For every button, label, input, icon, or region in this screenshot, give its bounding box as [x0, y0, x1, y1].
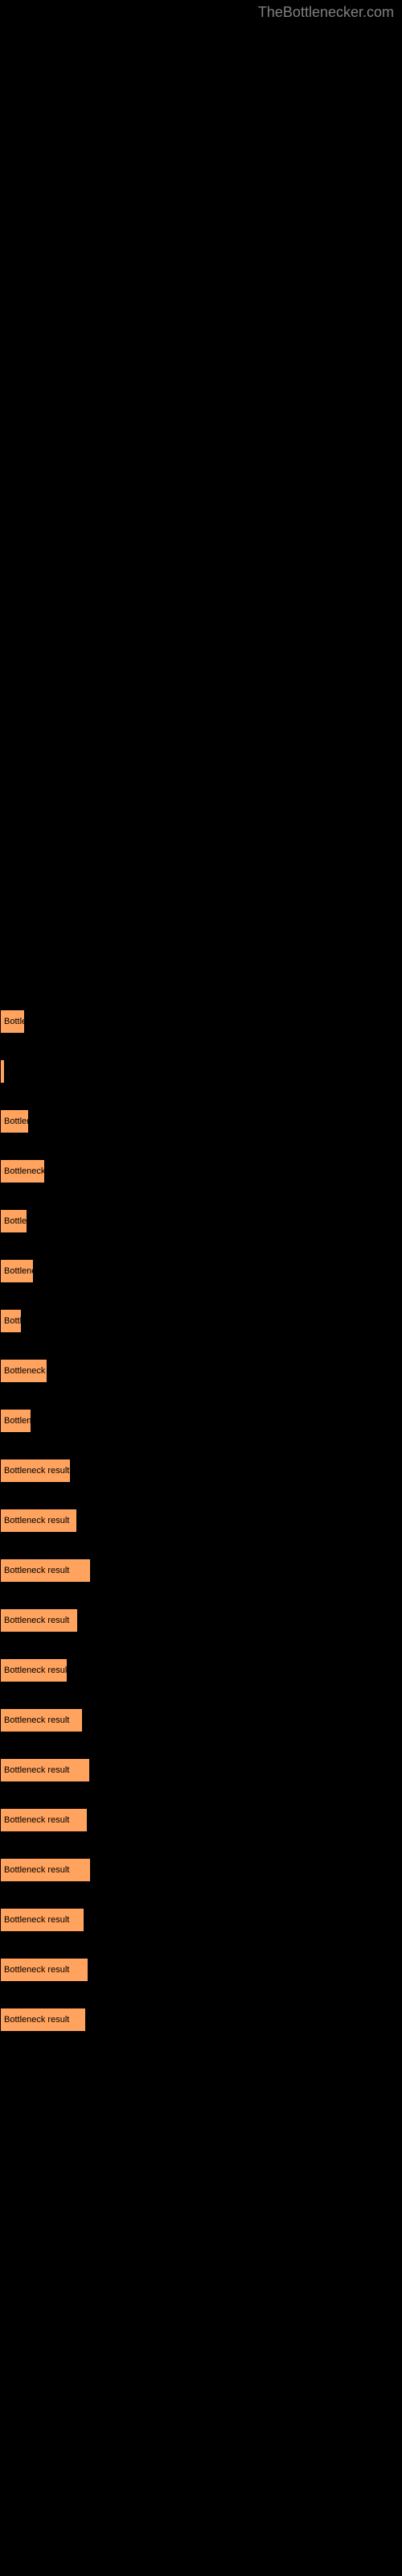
bottleneck-bar: Bottleneck result: [0, 1658, 68, 1682]
bottleneck-bar: Bottleneck result: [0, 1359, 47, 1383]
bottleneck-bar: Bottleneck result: [0, 1309, 22, 1333]
bar-row: Bottleneck result: [0, 1109, 29, 1133]
bottleneck-bar: Bottleneck result: [0, 1808, 88, 1832]
bottleneck-bar: Bottleneck result: [0, 1109, 29, 1133]
bottleneck-bar: Bottleneck result: [0, 1758, 90, 1782]
watermark: TheBottlenecker.com: [258, 4, 394, 21]
bottleneck-bar: Bottleneck result: [0, 2008, 86, 2032]
bottleneck-bar: Bottleneck result: [0, 1558, 91, 1583]
bar-row: Bottleneck result: [0, 1359, 47, 1383]
bottleneck-bar: Bottleneck result: [0, 1958, 88, 1982]
bar-row: Bottleneck result: [0, 1459, 71, 1483]
bar-row: Bottleneck result: [0, 1658, 68, 1682]
bar-row: Bottleneck result: [0, 1009, 25, 1034]
bottleneck-bar: Bottleneck result: [0, 1409, 31, 1433]
bar-row: Bottleneck result: [0, 1858, 91, 1882]
bar-row: Bottleneck result: [0, 1209, 27, 1233]
bottleneck-bar: Bottleneck result: [0, 1209, 27, 1233]
bottleneck-bar: Bottleneck result: [0, 1259, 34, 1283]
bar-row: Bottleneck result: [0, 1708, 83, 1732]
bottleneck-bar: Bottleneck result: [0, 1509, 77, 1533]
bottleneck-bar: Bottleneck result: [0, 1858, 91, 1882]
bar-row: Bottleneck result: [0, 1059, 5, 1084]
bottleneck-bar: Bottleneck result: [0, 1159, 45, 1183]
bottleneck-bar: Bottleneck result: [0, 1059, 5, 1084]
bar-row: Bottleneck result: [0, 1958, 88, 1982]
bar-row: Bottleneck result: [0, 1758, 90, 1782]
bar-row: Bottleneck result: [0, 1509, 77, 1533]
bar-row: Bottleneck result: [0, 1409, 31, 1433]
bottleneck-bar: Bottleneck result: [0, 1009, 25, 1034]
bar-row: Bottleneck result: [0, 1558, 91, 1583]
bar-row: Bottleneck result: [0, 1309, 22, 1333]
bottleneck-bar: Bottleneck result: [0, 1708, 83, 1732]
bar-row: Bottleneck result: [0, 1159, 45, 1183]
bar-row: Bottleneck result: [0, 2008, 86, 2032]
bar-row: Bottleneck result: [0, 1259, 34, 1283]
bar-row: Bottleneck result: [0, 1908, 84, 1932]
bar-row: Bottleneck result: [0, 1808, 88, 1832]
bottleneck-bar: Bottleneck result: [0, 1608, 78, 1633]
bottleneck-bar: Bottleneck result: [0, 1908, 84, 1932]
bottleneck-bar: Bottleneck result: [0, 1459, 71, 1483]
bar-row: Bottleneck result: [0, 1608, 78, 1633]
